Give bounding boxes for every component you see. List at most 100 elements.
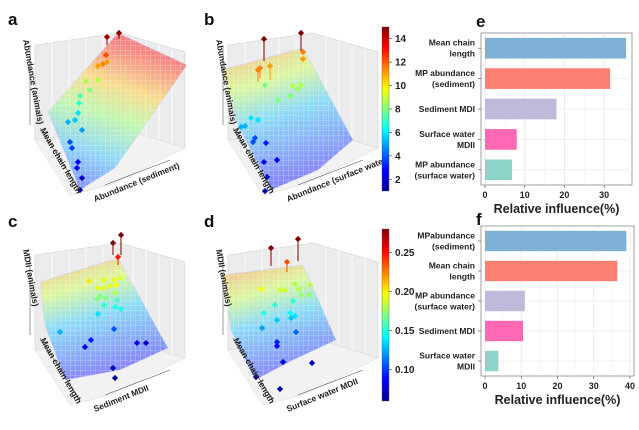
panel-label-f: f [476,210,482,229]
x-tick-label: 0 [482,381,487,391]
data-point [109,364,117,372]
data-point [75,99,83,107]
data-point [111,303,119,311]
category-label: (surface water) [415,170,476,180]
data-point [260,309,268,317]
panel-label-c: c [8,212,18,231]
x-axis-line [104,159,171,186]
y-axis-line [232,337,274,401]
data-point [66,138,74,146]
panel-label-b: b [204,10,215,29]
category-label: Sediment MDI [419,326,475,336]
data-point [273,342,281,350]
x-tick-label: 10 [516,381,526,391]
data-point [281,286,289,294]
data-point [94,284,102,292]
data-point [283,258,291,266]
data-point [305,291,313,299]
colorbar-top: 2 4 6 8 10 12 14 [381,26,407,192]
data-point [87,336,95,344]
data-point [292,328,300,336]
data-point [276,286,284,294]
data-point [112,281,120,289]
data-point [261,187,269,195]
bar [485,230,627,252]
data-point [295,285,303,293]
panel-label-a: a [8,10,18,29]
data-point [297,81,305,89]
data-point [56,328,64,336]
data-point [294,85,302,93]
category-label: Sediment MDI [419,104,475,114]
surface-mesh [221,48,353,190]
data-point [260,35,268,43]
x-tick-label: 30 [599,190,609,200]
bar [485,98,557,120]
surface-plot-b: Abundance (animals)Mean chain length Abun… [214,29,390,204]
data-point [273,316,281,324]
data-point [78,126,86,134]
category-label: MDII [457,362,475,372]
data-point [81,343,89,351]
category-label: Surface water [419,351,475,361]
data-point [93,295,101,303]
category-label: Mean chain [429,38,475,48]
data-point [133,339,141,347]
data-point [257,285,265,293]
bar [485,350,499,372]
x-tick-label: 40 [625,381,635,391]
colorbar-tick-label: 2 [395,175,401,186]
data-point [100,276,108,284]
data-point [294,235,302,243]
data-point [78,174,86,182]
bar [485,320,524,342]
category-label: length [450,272,476,282]
panel-label-e: e [476,12,486,31]
bar [485,159,513,181]
x-axis-line [104,369,171,396]
colorbar-tick-label: 0.15 [395,326,415,337]
data-point [297,291,305,299]
y-axis-line [39,127,81,191]
colorbar-bottom: 0.10 0.15 0.20 0.25 [381,228,415,402]
data-point [102,294,110,302]
data-point [100,301,108,309]
x-tick-label: 10 [520,190,530,200]
data-point [286,92,294,100]
surface-mesh [48,33,187,190]
data-point [260,158,268,166]
data-point [273,338,281,346]
data-point [64,118,72,126]
data-point [279,358,287,366]
data-point [271,301,279,309]
data-point [249,138,257,146]
category-label: MP abundance [415,291,475,301]
data-point [262,139,270,147]
category-label: MDII [457,140,475,150]
category-label: (sediment) [432,79,475,89]
x-tick-label: 0 [482,190,487,200]
data-point [266,62,274,70]
data-point [117,231,125,239]
surface-mesh [40,258,168,380]
colorbar-top-gradient [381,26,390,192]
data-point [287,314,295,322]
data-point [306,281,314,289]
bar [485,129,517,150]
colorbar-tick-label: 10 [395,81,407,92]
data-point [117,305,125,313]
data-point [68,144,76,152]
x-tick-label: 30 [589,381,599,391]
data-point [106,282,114,290]
data-point [299,48,307,56]
data-point [110,325,118,333]
category-label: MP abundance [415,68,475,78]
colorbar-tick-label: 12 [395,58,407,69]
data-point [111,289,119,297]
data-point [299,55,307,63]
data-point [74,158,82,166]
data-point [82,77,90,85]
x-axis-line [297,159,364,186]
